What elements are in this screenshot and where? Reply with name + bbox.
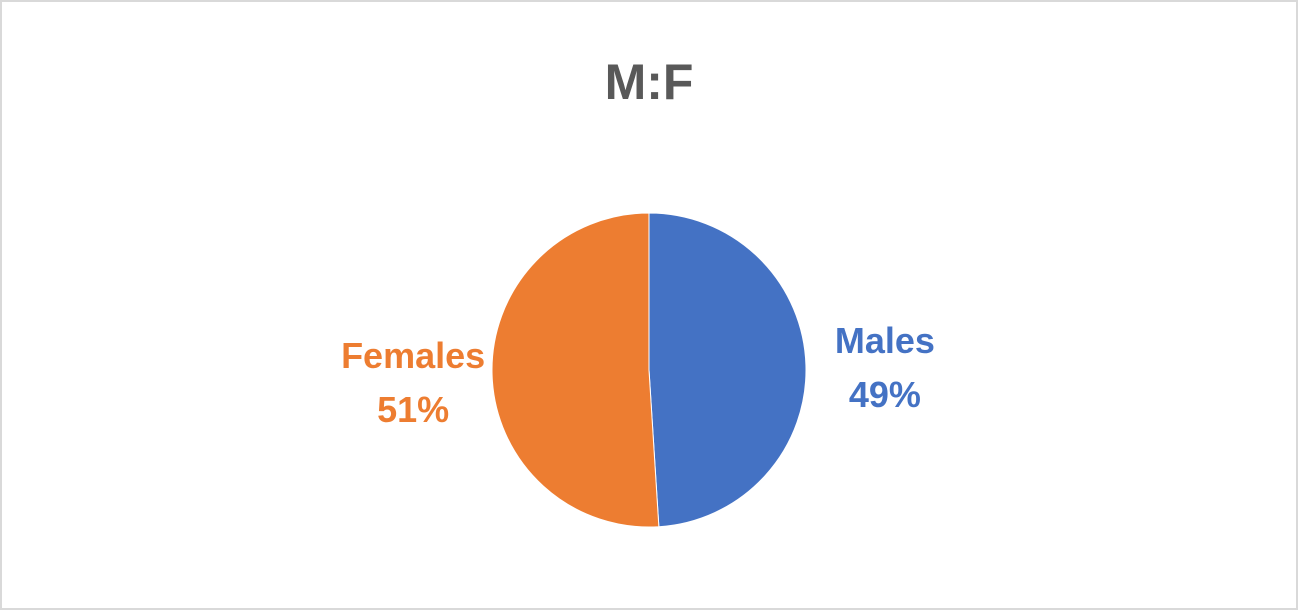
slice-label: Males (835, 320, 935, 361)
pie-slice (648, 212, 807, 528)
slice-value-label: 51% (377, 389, 449, 430)
slice-value-label: 49% (849, 374, 921, 415)
pie-slice (491, 212, 660, 528)
slice-label: Females (341, 335, 485, 376)
chart-title: M:F (605, 54, 694, 110)
